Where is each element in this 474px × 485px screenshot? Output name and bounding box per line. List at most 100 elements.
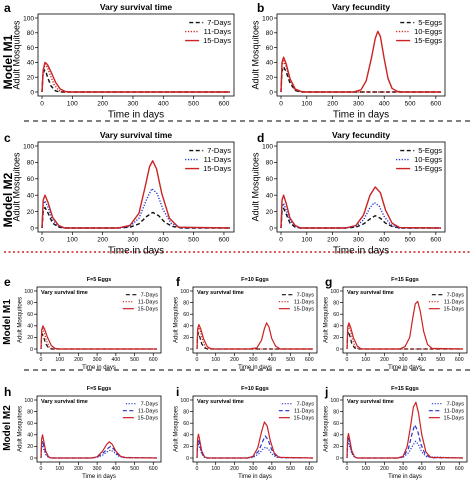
panel-title: Vary survival time [100,130,173,140]
y-tick-label: 60 [183,421,189,427]
y-tick-label: 80 [27,300,33,306]
panel-title: F=15 Eggs [391,277,419,283]
y-tick-label: 0 [186,456,189,462]
panel-subtitle: Vary survival time [197,290,244,296]
x-tick-label: 600 [305,357,314,363]
x-tick-label: 400 [418,357,427,363]
panel-label: h [4,385,11,399]
legend-entry: 5-Eggs [418,146,442,155]
x-axis-label: Time in days [238,365,272,371]
x-tick-label: 500 [436,357,445,363]
x-tick-label: 400 [112,357,121,363]
y-axis-label: Adult Mosquitoes [18,297,24,343]
legend-entry: 7-Days [207,146,231,155]
x-tick-label: 600 [219,101,230,108]
series-line-3 [40,325,157,350]
y-tick-label: 0 [336,456,339,462]
y-tick-label: 40 [27,60,35,67]
x-tick-label: 0 [40,357,43,363]
x-tick-label: 400 [418,466,427,472]
y-tick-label: 40 [27,192,35,199]
y-tick-label: 100 [23,15,34,22]
x-tick-label: 200 [97,237,108,244]
x-axis-label: Time in days [82,365,116,371]
x-tick-label: 100 [301,101,312,108]
panel-title: Vary fecundity [332,2,390,12]
x-tick-label: 0 [40,237,44,244]
plot-frame [192,395,318,463]
y-tick-label: 0 [30,89,34,96]
y-tick-label: 80 [333,300,339,306]
x-tick-label: 400 [268,357,277,363]
y-axis-label: Adult Mosquitoes [250,152,260,222]
plot-frame [342,395,468,463]
plot-frame [192,286,318,354]
series-line-3 [346,401,464,459]
x-tick-label: 400 [379,101,390,108]
x-axis-label: Time in days [388,365,422,371]
y-tick-label: 80 [183,409,189,415]
panel-label: a [4,1,11,15]
panel-d: d Vary fecundity 0 100 200 300 400 500 600 0 20 40 6… [250,130,446,257]
y-tick-label: 40 [183,324,189,330]
plot-frame [37,13,235,97]
y-axis-label: Adult Mosquitoes [11,20,21,90]
y-tick-label: 80 [27,409,33,415]
legend-entry: 7-Days [447,402,465,408]
x-tick-label: 600 [430,101,441,108]
series-line-1 [346,440,464,459]
panel-title: F=10 Eggs [241,277,269,283]
legend-entry: 11-Days [204,155,232,164]
x-tick-label: 600 [455,357,464,363]
x-tick-label: 300 [353,101,364,108]
x-tick-label: 400 [158,237,169,244]
x-tick-label: 600 [219,237,230,244]
y-tick-label: 40 [27,433,33,439]
y-axis-label: Adult Mosquitoes [11,152,21,222]
x-tick-label: 200 [74,466,83,472]
x-tick-label: 0 [279,101,283,108]
y-tick-label: 100 [180,289,189,295]
x-tick-label: 300 [399,466,408,472]
x-tick-label: 600 [455,466,464,472]
y-tick-label: 100 [24,398,33,404]
y-tick-label: 20 [183,335,189,341]
panel-a: a Vary survival time 0 100 200 300 400 500 600 0 2… [4,1,235,121]
panel-label: j [324,385,328,399]
y-tick-label: 60 [183,312,189,318]
legend-entry: 11-Days [138,300,158,306]
legend-entry: 15-Eggs [414,36,442,45]
x-tick-label: 200 [380,357,389,363]
y-tick-label: 100 [24,289,33,295]
plot-frame [276,13,446,97]
y-tick-label: 20 [183,444,189,450]
legend-entry: 5-Eggs [418,18,442,27]
y-tick-label: 40 [27,324,33,330]
row-label-m1-top: Model M1 [1,34,15,89]
x-tick-label: 400 [268,466,277,472]
y-tick-label: 20 [27,74,35,81]
panel-label: f [176,275,181,289]
x-tick-label: 200 [97,101,108,108]
y-tick-label: 20 [333,444,339,450]
x-axis-label: Time in days [82,474,116,480]
series-line-3 [41,160,231,229]
series-line-3 [346,300,464,350]
plot-frame [36,395,162,463]
x-tick-label: 500 [405,237,416,244]
y-tick-label: 60 [266,176,274,183]
x-tick-label: 500 [286,357,295,363]
y-tick-label: 60 [27,312,33,318]
legend-entry: 15-Eggs [414,164,442,173]
plot-frame [37,141,235,233]
x-tick-label: 100 [55,466,64,472]
y-tick-label: 60 [333,312,339,318]
y-tick-label: 60 [27,176,35,183]
legend-entry: 7-Days [297,293,315,299]
